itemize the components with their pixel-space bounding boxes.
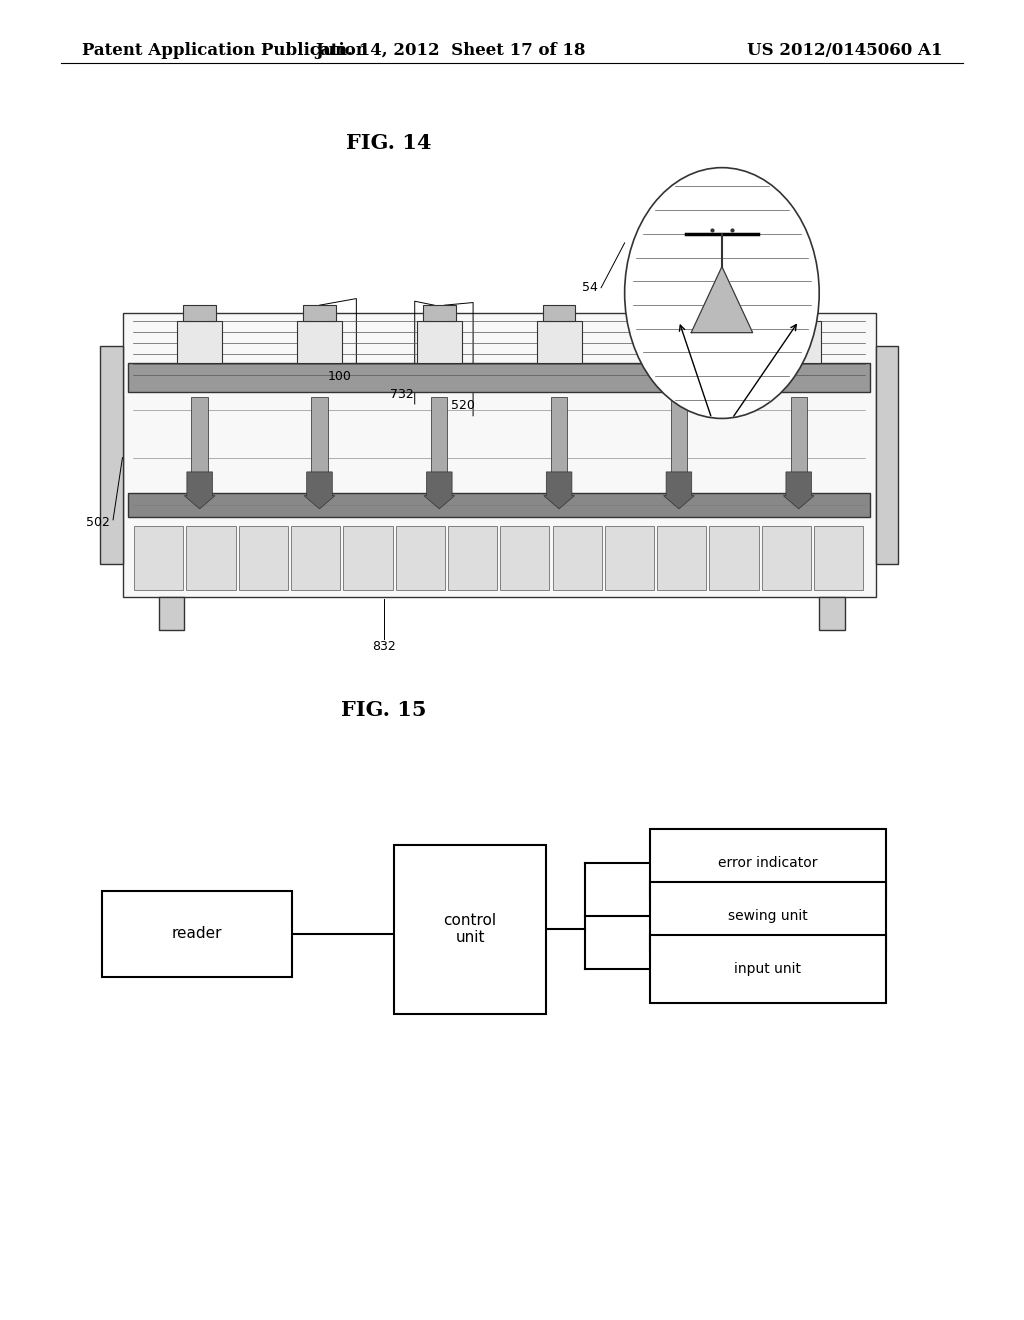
Text: sewing unit: sewing unit	[728, 909, 808, 923]
Bar	[291, 527, 340, 590]
FancyArrow shape	[783, 471, 814, 508]
Bar	[710, 527, 759, 590]
Bar	[650, 935, 886, 1003]
Text: FIG. 15: FIG. 15	[341, 700, 427, 721]
Bar	[303, 305, 336, 321]
Bar	[128, 363, 870, 392]
Bar	[159, 597, 184, 630]
Text: 54: 54	[582, 281, 598, 294]
Bar	[343, 527, 392, 590]
Bar	[814, 527, 863, 590]
Bar	[423, 305, 456, 321]
Text: 832: 832	[372, 640, 396, 653]
Bar	[128, 494, 870, 517]
Bar	[657, 527, 707, 590]
Bar	[605, 527, 654, 590]
Text: control
unit: control unit	[443, 913, 497, 945]
Bar	[819, 597, 845, 630]
Text: FIG. 14: FIG. 14	[346, 132, 432, 153]
FancyArrow shape	[184, 471, 215, 508]
Text: Patent Application Publication: Patent Application Publication	[82, 42, 368, 58]
Text: 100: 100	[328, 370, 352, 383]
Text: input unit: input unit	[734, 962, 802, 975]
Bar	[656, 321, 701, 363]
Text: 732: 732	[389, 388, 414, 401]
Bar	[431, 397, 447, 498]
Bar	[311, 397, 328, 498]
Text: error indicator: error indicator	[718, 857, 818, 870]
Bar	[183, 305, 216, 321]
Bar	[551, 397, 567, 498]
Bar	[134, 527, 183, 590]
Bar	[191, 397, 208, 498]
Bar	[239, 527, 288, 590]
Text: Jun. 14, 2012  Sheet 17 of 18: Jun. 14, 2012 Sheet 17 of 18	[315, 42, 586, 58]
FancyArrow shape	[664, 471, 694, 508]
Bar	[650, 829, 886, 898]
Bar	[186, 527, 236, 590]
Bar	[123, 313, 876, 597]
FancyArrow shape	[304, 471, 335, 508]
Bar	[553, 527, 602, 590]
Text: 520: 520	[451, 399, 475, 412]
Text: US 2012/0145060 A1: US 2012/0145060 A1	[746, 42, 942, 58]
Bar	[791, 397, 807, 498]
Bar	[102, 891, 292, 977]
Text: reader: reader	[172, 927, 222, 941]
Bar	[100, 346, 123, 564]
Bar	[500, 527, 550, 590]
Text: 502: 502	[86, 516, 110, 529]
Bar	[447, 527, 497, 590]
Bar	[177, 321, 222, 363]
Bar	[762, 527, 811, 590]
Bar	[776, 321, 821, 363]
Bar	[782, 305, 815, 321]
Bar	[543, 305, 575, 321]
Bar	[663, 305, 695, 321]
FancyArrow shape	[424, 471, 455, 508]
Bar	[671, 397, 687, 498]
Circle shape	[625, 168, 819, 418]
FancyArrow shape	[544, 471, 574, 508]
Bar	[395, 527, 444, 590]
Polygon shape	[691, 267, 753, 333]
Bar	[417, 321, 462, 363]
Bar	[650, 882, 886, 950]
Bar	[394, 845, 546, 1014]
Bar	[297, 321, 342, 363]
Bar	[876, 346, 898, 564]
Bar	[537, 321, 582, 363]
